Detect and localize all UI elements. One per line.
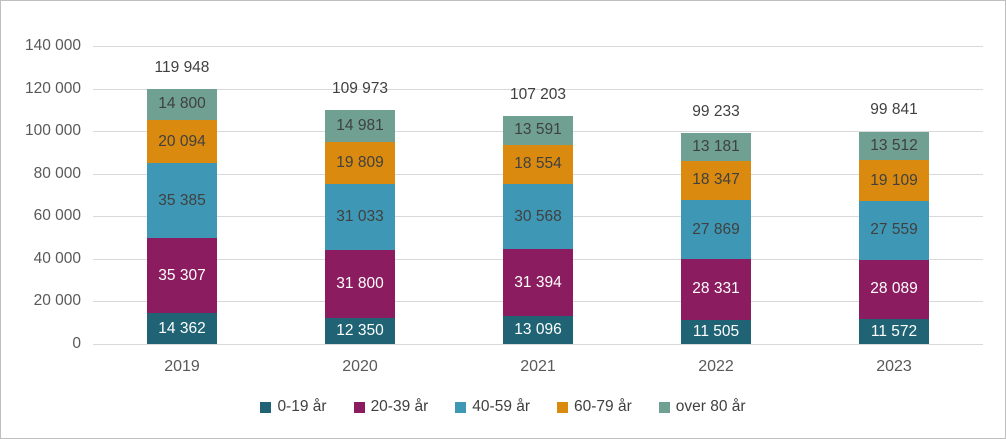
bar-total-label: 99 233 <box>692 102 740 120</box>
bar-segment: 20 094 <box>147 120 217 163</box>
bar-segment: 14 981 <box>325 109 395 142</box>
bar-segment: 13 512 <box>859 131 929 161</box>
bar-segment: 28 331 <box>681 259 751 320</box>
segment-label: 27 559 <box>870 221 918 239</box>
bar-segment: 14 362 <box>147 313 217 344</box>
segment-label: 31 394 <box>514 273 562 291</box>
legend-swatch-icon <box>658 401 670 413</box>
segment-label: 11 505 <box>692 322 740 340</box>
segment-label: 13 181 <box>692 137 740 155</box>
x-tick-label: 2022 <box>698 358 734 375</box>
bar-segment: 19 109 <box>859 160 929 201</box>
y-tick-label: 140 000 <box>24 37 81 54</box>
bar-segment: 18 554 <box>503 144 573 185</box>
segment-label: 18 347 <box>692 171 740 189</box>
bar-segment: 35 385 <box>147 162 217 239</box>
segment-label: 35 307 <box>158 266 206 284</box>
bar-total-label: 99 841 <box>870 101 918 119</box>
bar-total-label: 119 948 <box>154 58 210 76</box>
segment-label: 28 089 <box>870 280 918 298</box>
segment-label: 28 331 <box>692 280 740 298</box>
segment-label: 30 568 <box>514 207 562 225</box>
bar-segment: 30 568 <box>503 184 573 250</box>
segment-label: 20 094 <box>158 132 206 150</box>
legend-swatch-icon <box>557 401 569 413</box>
bar-segment: 14 800 <box>147 88 217 121</box>
bar-segment: 13 181 <box>681 132 751 161</box>
bar-segment: 31 033 <box>325 183 395 251</box>
y-tick-label: 60 000 <box>33 207 81 225</box>
legend-swatch-icon <box>455 401 467 413</box>
bar-segment: 19 809 <box>325 141 395 184</box>
segment-label: 11 572 <box>870 322 918 340</box>
gridline <box>93 88 983 90</box>
legend-label: 0-19 år <box>277 398 327 415</box>
legend-label: 20-39 år <box>370 398 429 415</box>
x-tick-label: 2020 <box>342 358 378 375</box>
bar-segment: 12 350 <box>325 317 395 344</box>
segment-label: 13 591 <box>514 121 562 139</box>
x-tick-label: 2021 <box>520 358 556 375</box>
bar-segment: 11 505 <box>681 319 751 344</box>
legend: 0-19 år 20-39 år 40-59 år 60-79 år over 80 å… <box>1 398 1005 416</box>
segment-label: 31 033 <box>336 208 384 225</box>
legend-item: 0-19 år <box>260 398 327 416</box>
bar-segment: 31 394 <box>503 249 573 317</box>
y-tick-label: 40 000 <box>33 249 81 267</box>
legend-swatch-icon <box>353 401 365 413</box>
gridline <box>93 344 983 345</box>
segment-label: 13 512 <box>870 136 918 154</box>
bar-segment: 13 591 <box>503 115 573 145</box>
segment-label: 31 800 <box>336 274 384 292</box>
bar-segment: 27 869 <box>681 199 751 260</box>
plot-area: 14 362 35 307 35 385 20 094 14 800 119 948 12 … <box>93 46 983 345</box>
segment-label: 35 385 <box>158 191 206 209</box>
segment-label: 14 362 <box>158 319 206 337</box>
segment-label: 19 109 <box>870 171 918 189</box>
bar-segment: 31 800 <box>325 250 395 318</box>
legend-label: 40-59 år <box>472 398 531 415</box>
segment-label: 12 350 <box>336 321 384 339</box>
bar-segment: 28 089 <box>859 259 929 320</box>
bar-segment: 18 347 <box>681 160 751 200</box>
gridline <box>93 46 983 47</box>
legend-item: over 80 år <box>658 398 746 416</box>
bar-total-label: 109 973 <box>331 79 389 97</box>
y-tick-label: 80 000 <box>33 164 81 182</box>
segment-label: 19 809 <box>336 153 384 171</box>
segment-label: 14 981 <box>336 116 384 134</box>
y-axis: 0 20 000 40 000 60 000 80 000 100 000 120 000 1… <box>1 1 81 438</box>
legend-item: 40-59 år <box>455 398 530 416</box>
segment-label: 27 869 <box>692 220 740 238</box>
bar-segment: 35 307 <box>147 238 217 314</box>
x-tick-label: 2019 <box>164 358 200 375</box>
x-tick-label: 2023 <box>876 358 912 375</box>
bar-segment: 11 572 <box>859 319 929 344</box>
y-tick-label: 120 000 <box>24 79 81 97</box>
y-tick-label: 100 000 <box>24 122 81 140</box>
bar-segment: 27 559 <box>859 200 929 260</box>
legend-item: 60-79 år <box>557 398 632 416</box>
bar-segment: 13 096 <box>503 316 573 344</box>
legend-label: 60-79 år <box>574 398 632 415</box>
y-tick-label: 20 000 <box>33 292 81 310</box>
y-tick-label: 0 <box>72 335 81 352</box>
legend-item: 20-39 år <box>353 398 429 416</box>
segment-label: 18 554 <box>514 155 562 173</box>
legend-swatch-icon <box>260 401 272 413</box>
segment-label: 13 096 <box>514 321 562 339</box>
segment-label: 14 800 <box>158 95 206 113</box>
legend-label: over 80 år <box>675 398 746 415</box>
bar-total-label: 107 203 <box>509 85 567 103</box>
